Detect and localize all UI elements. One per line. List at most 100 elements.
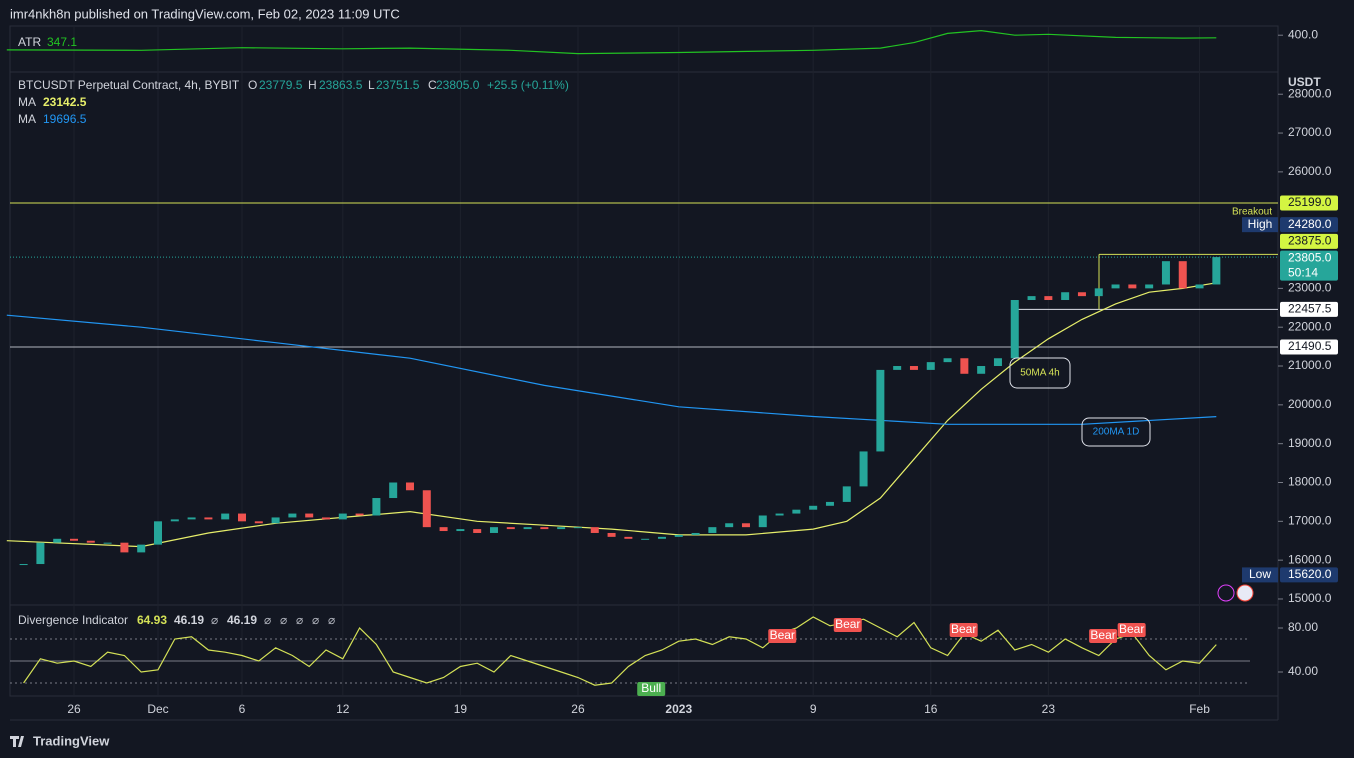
y-tick-label: 400.0 [1288, 27, 1318, 41]
ohlc-value: 23779.5 [259, 78, 303, 92]
candle [489, 527, 498, 533]
candle [893, 366, 902, 370]
y-tick-label: 20000.0 [1288, 397, 1332, 411]
atr-line [6, 29, 1217, 55]
price-label-bg [1280, 195, 1338, 211]
candle [1010, 300, 1019, 359]
ohlc-key: L [368, 78, 375, 92]
candle [237, 513, 246, 522]
candle [775, 513, 784, 516]
candle [1094, 288, 1103, 297]
x-tick-label: 6 [239, 702, 246, 716]
legend-value: 46.19 [174, 613, 204, 627]
candle [1061, 292, 1070, 301]
ohlc-key: H [308, 78, 317, 92]
candle [473, 529, 482, 533]
candle [1161, 261, 1170, 285]
bar-countdown: 50:14 [1288, 265, 1318, 279]
candle [1195, 284, 1204, 289]
tv-logo: TradingView [10, 733, 110, 748]
x-tick-label: 16 [924, 702, 938, 716]
candle [657, 536, 666, 539]
y-tick-label: 23000.0 [1288, 281, 1332, 295]
price-label: 21490.5 [1288, 339, 1332, 353]
candle [338, 513, 347, 520]
indicator-name: Divergence Indicator [18, 613, 128, 627]
ma-name: MA [18, 95, 36, 109]
x-tick-label: 19 [454, 702, 468, 716]
price-label-bg [1280, 233, 1338, 249]
candle [674, 534, 683, 537]
candle [19, 564, 28, 566]
signal-label-bg [1089, 629, 1118, 643]
candle [708, 527, 717, 533]
signal-label: Bear [835, 617, 860, 631]
price-label: 22457.5 [1288, 302, 1332, 316]
candle [909, 366, 918, 370]
legend-value: ⌀ [328, 613, 335, 627]
y-tick-label: 22000.0 [1288, 319, 1332, 333]
candle [540, 527, 549, 530]
candle [506, 527, 515, 530]
price-label-bg [1280, 217, 1338, 233]
candle [288, 513, 297, 518]
candle [573, 527, 582, 529]
candle [271, 517, 280, 524]
candle [993, 358, 1002, 367]
y-tick-label: 16000.0 [1288, 552, 1332, 566]
candle [977, 366, 986, 374]
ohlc-value: 23863.5 [319, 78, 363, 92]
candle [170, 519, 179, 522]
price-label-bg [1280, 339, 1338, 355]
signal-label-bg [768, 629, 797, 643]
price-label: 15620.0 [1288, 567, 1332, 581]
signal-label: Bear [951, 622, 976, 636]
candle [859, 451, 868, 487]
candle [439, 527, 448, 532]
candle [389, 482, 398, 499]
x-tick-label: 2023 [665, 702, 692, 716]
candle [1111, 284, 1120, 289]
atr-value: 347.1 [47, 35, 77, 49]
candle [422, 490, 431, 528]
y-tick-label: 17000.0 [1288, 513, 1332, 527]
candle [725, 523, 734, 528]
ohlc-key: C [428, 78, 437, 92]
candle [876, 369, 885, 452]
signal-label-bg [833, 618, 862, 632]
y-tick-label: 19000.0 [1288, 436, 1332, 450]
candle [86, 540, 95, 543]
annotation: 200MA 1D [1093, 427, 1140, 438]
moving-average [6, 314, 1217, 425]
x-tick-label: Feb [1189, 702, 1210, 716]
annotation-box [1081, 417, 1151, 447]
candle [523, 527, 532, 530]
annotation-box [1009, 357, 1071, 389]
ohlc-value: 23805.0 [436, 78, 480, 92]
price-tag: High [1248, 217, 1273, 231]
signal-label: Bull [641, 681, 661, 695]
divergence-line [23, 616, 1217, 686]
candle [842, 486, 851, 502]
ma-value: 23142.5 [43, 95, 87, 109]
flag-icon [1236, 584, 1254, 602]
legend-value: ⌀ [296, 613, 303, 627]
ohlc-value: 23751.5 [376, 78, 420, 92]
candle [1027, 296, 1036, 301]
ohlc-key: O [248, 78, 257, 92]
candle [154, 521, 163, 545]
candle [103, 542, 112, 544]
candle [741, 523, 750, 528]
logo-icon [10, 736, 24, 747]
ma-name: MA [18, 112, 36, 126]
candle [792, 509, 801, 514]
symbol-title: BTCUSDT Perpetual Contract, 4h, BYBIT [18, 78, 240, 92]
y-tick-label: 27000.0 [1288, 125, 1332, 139]
legend-value: ⌀ [312, 613, 319, 627]
signal-label-bg [637, 682, 666, 696]
price-label-bg [1280, 567, 1338, 583]
ma-value: 19696.5 [43, 112, 87, 126]
candle [809, 505, 818, 510]
chart-frame [9, 25, 1279, 697]
candle [960, 358, 969, 374]
